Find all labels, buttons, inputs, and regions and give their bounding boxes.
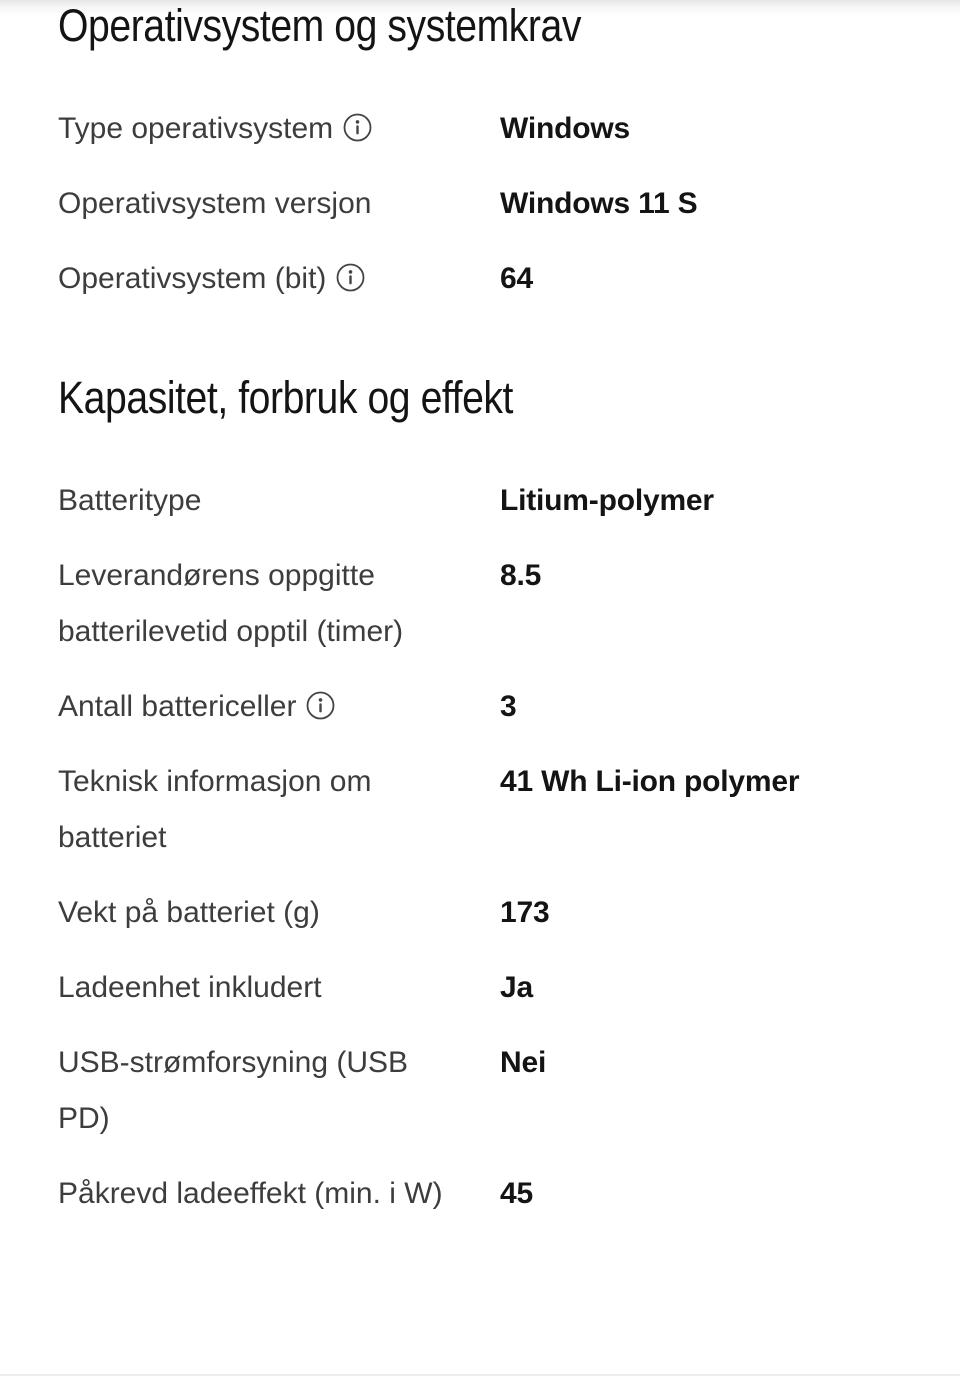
bottom-divider <box>0 1374 960 1376</box>
spec-label-text: USB-strømforsyning (USB PD) <box>58 1046 409 1135</box>
spec-row: Operativsystem versjon Windows 11 S <box>58 176 902 232</box>
spec-value: Ja <box>500 971 533 1004</box>
spec-value: 45 <box>500 1177 533 1210</box>
spec-label: Vekt på batteriet (g) <box>58 885 500 941</box>
info-icon[interactable] <box>343 113 372 142</box>
spec-label: Påkrevd ladeeffekt (min. i W) <box>58 1166 500 1222</box>
spec-row: Vekt på batteriet (g) 173 <box>58 885 902 941</box>
spec-label-text: Påkrevd ladeeffekt (min. i W) <box>58 1177 443 1210</box>
spec-row: Ladeenhet inkludert Ja <box>58 960 902 1016</box>
spec-label-text: Type operativsystem <box>58 112 334 145</box>
spec-label-text: Vekt på batteriet (g) <box>58 896 320 929</box>
spec-label-text: Antall battericeller <box>58 690 297 723</box>
info-icon[interactable] <box>306 691 335 720</box>
spec-value: Windows <box>500 112 630 145</box>
spec-row: Batteritype Litium-polymer <box>58 473 902 529</box>
spec-row: USB-strømforsyning (USB PD) Nei <box>58 1035 902 1147</box>
info-icon[interactable] <box>336 263 365 292</box>
spec-value: 8.5 <box>500 559 542 592</box>
spec-row: Operativsystem (bit) 64 <box>58 251 902 307</box>
section-title: Kapasitet, forbruk og effekt <box>58 372 514 423</box>
spec-label-text: Batteritype <box>58 484 202 517</box>
spec-value: Nei <box>500 1046 547 1079</box>
spec-rows: Batteritype Litium-polymer Leverandørens… <box>58 473 902 1222</box>
spec-label: Teknisk informasjon om batteriet <box>58 754 500 866</box>
spec-value: 64 <box>500 262 533 295</box>
spec-row: Teknisk informasjon om batteriet 41 Wh L… <box>58 754 902 866</box>
spec-row: Leverandørens oppgitte batterilevetid op… <box>58 548 902 660</box>
spec-label-text: Operativsystem versjon <box>58 187 372 220</box>
spec-label-text: Leverandørens oppgitte batterilevetid op… <box>58 559 404 648</box>
spec-label: Operativsystem (bit) <box>58 251 500 307</box>
spec-rows: Type operativsystem Windows Operativsyst… <box>58 101 902 307</box>
spec-label: Type operativsystem <box>58 101 500 157</box>
spec-label-text: Ladeenhet inkludert <box>58 971 322 1004</box>
spec-value: 173 <box>500 896 550 929</box>
spec-label-text: Operativsystem (bit) <box>58 262 327 295</box>
product-specifications: Operativsystem og systemkrav Type operat… <box>58 2 902 1222</box>
spec-label-text: Teknisk informasjon om batteriet <box>58 765 372 854</box>
spec-label: Ladeenhet inkludert <box>58 960 500 1016</box>
spec-row: Antall battericeller 3 <box>58 679 902 735</box>
spec-label: USB-strømforsyning (USB PD) <box>58 1035 500 1147</box>
spec-value: Litium-polymer <box>500 484 714 517</box>
spec-row: Påkrevd ladeeffekt (min. i W) 45 <box>58 1166 902 1222</box>
spec-label: Operativsystem versjon <box>58 176 500 232</box>
spec-value: 3 <box>500 690 517 723</box>
spec-row: Type operativsystem Windows <box>58 101 902 157</box>
spec-label: Leverandørens oppgitte batterilevetid op… <box>58 548 500 660</box>
section-capacity-power: Kapasitet, forbruk og effekt Batteritype… <box>58 374 902 1222</box>
spec-value: Windows 11 S <box>500 187 698 220</box>
spec-label: Antall battericeller <box>58 679 500 735</box>
spec-value: 41 Wh Li-ion polymer <box>500 765 800 798</box>
top-fade-gradient <box>0 0 960 16</box>
spec-label: Batteritype <box>58 473 500 529</box>
section-title: Operativsystem og systemkrav <box>58 0 582 51</box>
section-operating-system: Operativsystem og systemkrav Type operat… <box>58 2 902 307</box>
